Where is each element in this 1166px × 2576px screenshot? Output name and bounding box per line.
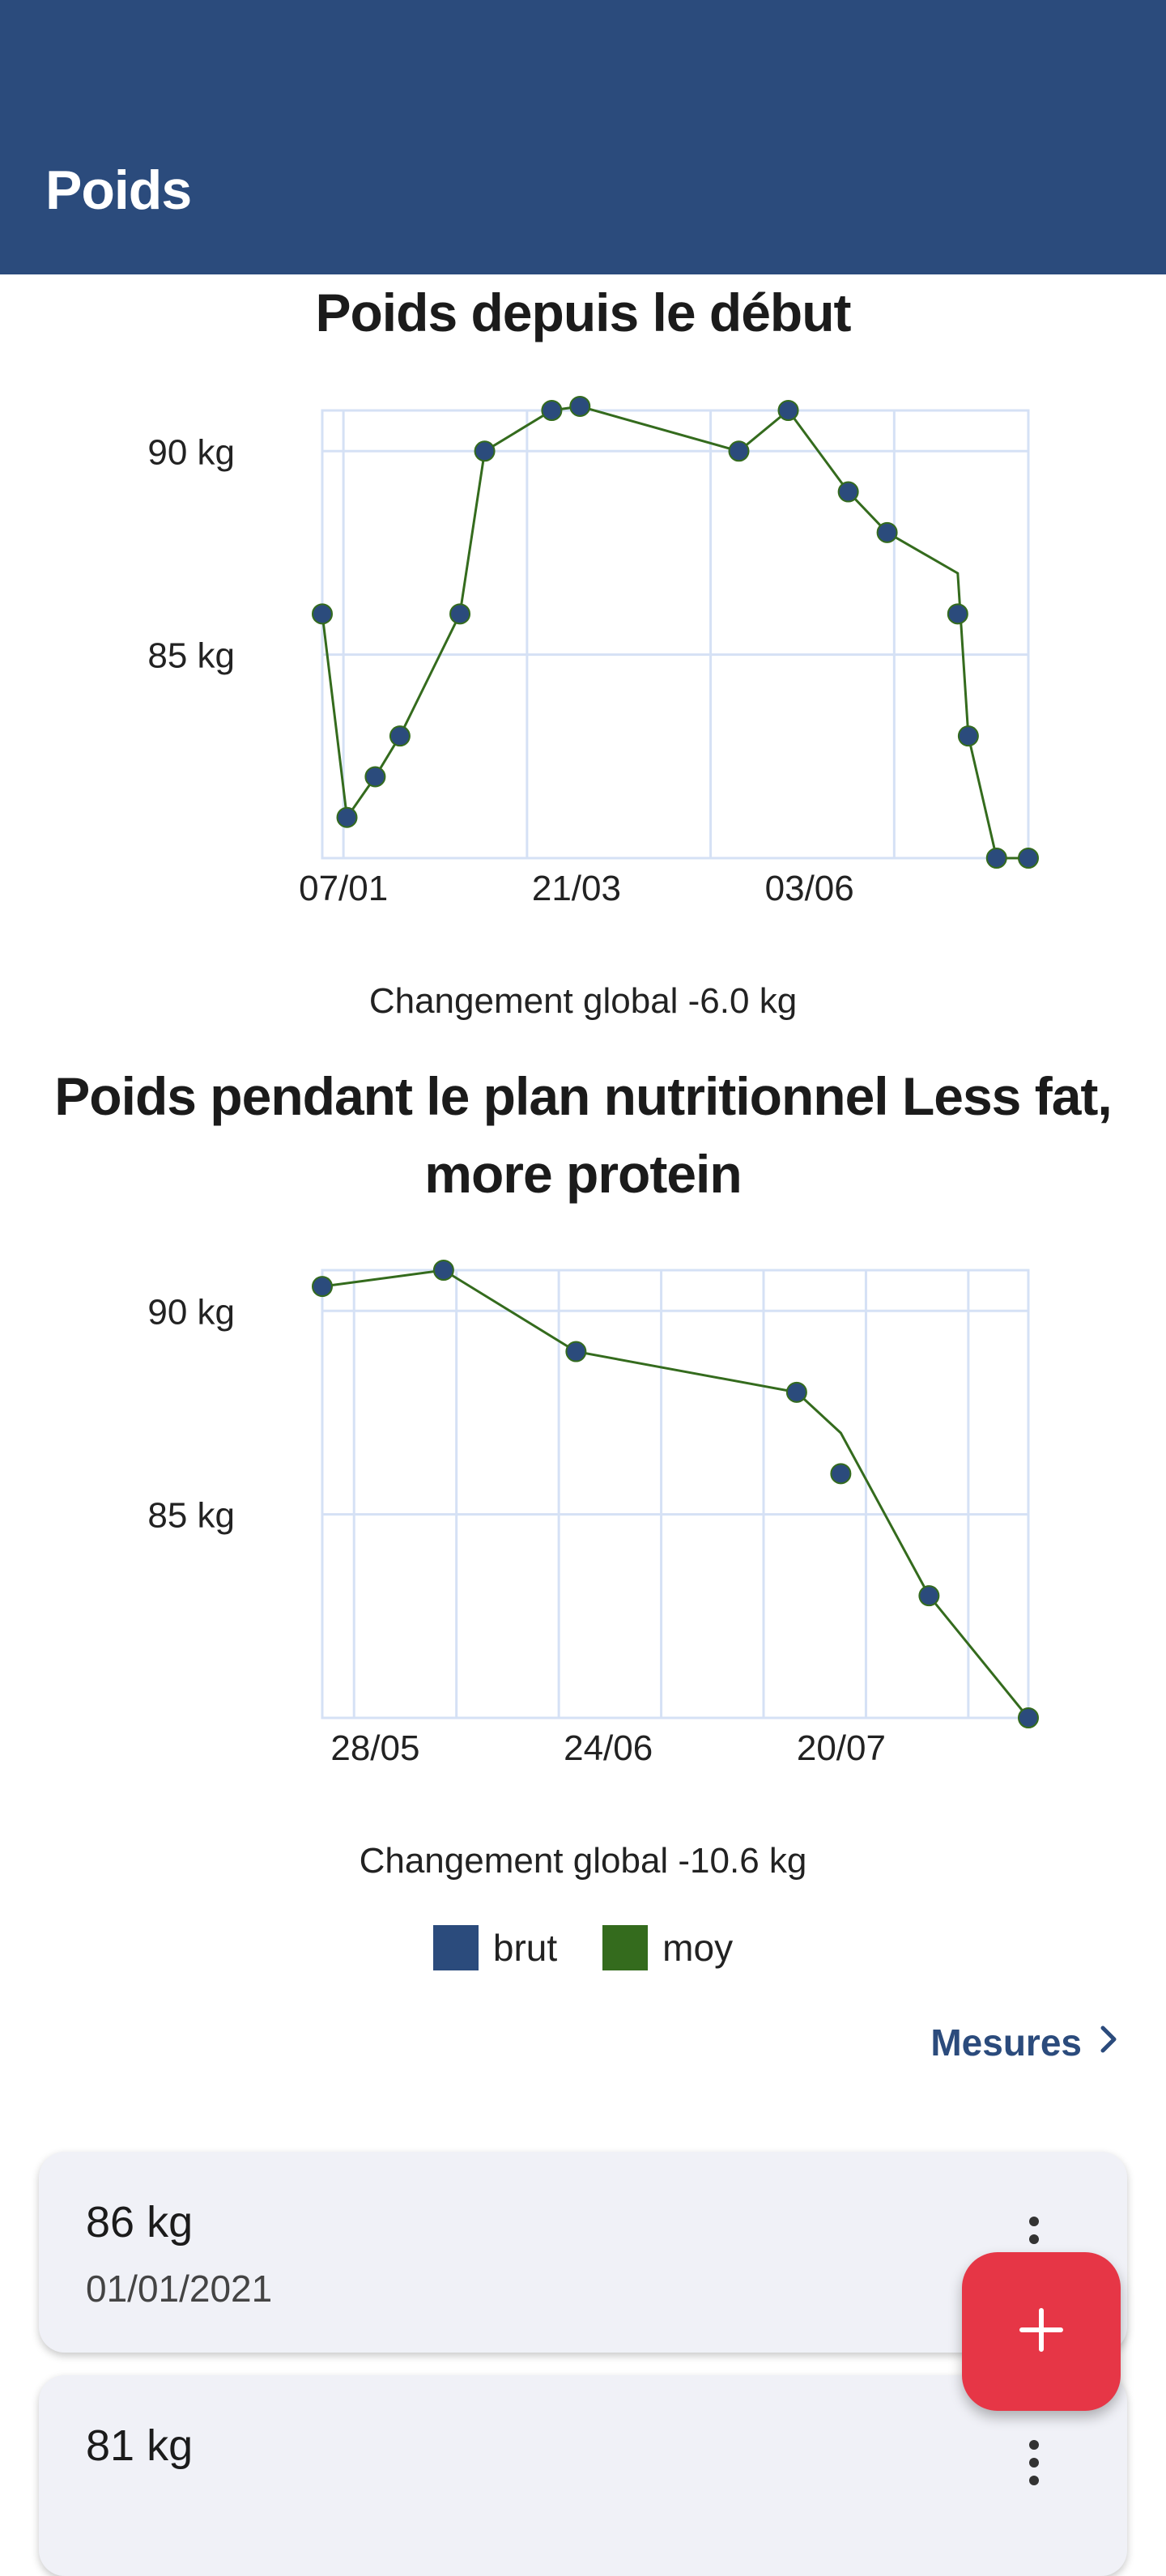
data-point-brut (569, 395, 591, 417)
plot-frame (321, 1269, 1030, 1719)
data-point-brut (432, 1260, 454, 1281)
data-point-brut (364, 766, 386, 788)
plus-icon (1017, 2306, 1066, 2357)
legend-swatch-brut (432, 1925, 479, 1970)
data-point-brut (876, 521, 898, 543)
weight-chart-overall: 90 kg 85 kg 07/01 21/03 03/06 (147, 395, 1039, 908)
plan-change-text: Changement global -10.6 kg (359, 1841, 807, 1881)
page-title: Poids (45, 159, 192, 221)
data-point-brut (565, 1341, 587, 1362)
mesures-link[interactable]: Mesures (930, 2021, 1121, 2064)
weight-entry-card[interactable]: 81 kg (39, 2375, 1127, 2576)
add-weight-button[interactable] (962, 2252, 1121, 2411)
data-point-brut (837, 481, 859, 503)
x-tick-label: 28/05 (330, 1728, 419, 1768)
weight-entry-card[interactable]: 86 kg 01/01/2021 (39, 2152, 1127, 2353)
data-point-brut (1018, 1707, 1039, 1728)
data-point-brut (312, 1276, 333, 1298)
chart-title-plan: Poids pendant le plan nutritionnel Less … (54, 1066, 1112, 1204)
x-tick-label: 03/06 (765, 869, 854, 908)
entry-weight: 86 kg (86, 2198, 194, 2247)
entry-date: 01/01/2021 (86, 2268, 273, 2310)
app-bar: Poids (0, 0, 1166, 274)
y-tick-label: 85 kg (147, 1496, 235, 1536)
data-point-brut (830, 1463, 852, 1485)
data-point-brut (1018, 848, 1039, 869)
data-point-brut (474, 440, 496, 462)
series-line-moy (321, 405, 1028, 860)
weight-chart-plan: 90 kg 85 kg 28/05 24/06 20/07 (147, 1260, 1039, 1768)
data-point-brut (777, 400, 799, 421)
x-tick-label: 20/07 (797, 1728, 886, 1768)
series-line-moy (321, 1269, 1030, 1719)
x-tick-label: 21/03 (532, 869, 621, 908)
data-point-brut (336, 806, 358, 828)
data-point-brut (449, 603, 471, 625)
plot-frame (321, 409, 1030, 860)
y-tick-label: 90 kg (147, 432, 235, 472)
data-point-brut (389, 725, 411, 747)
legend-label-brut: brut (492, 1927, 558, 1969)
data-point-brut (728, 440, 750, 462)
x-tick-label: 24/06 (564, 1728, 653, 1768)
y-tick-label: 90 kg (147, 1292, 235, 1332)
legend-label-moy: moy (662, 1927, 734, 1969)
data-point-brut (541, 400, 563, 421)
chevron-right-icon (1096, 2021, 1121, 2064)
legend-item-moy: moy (602, 1925, 733, 1970)
data-point-brut (985, 848, 1007, 869)
data-point-brut (957, 725, 979, 747)
more-vert-icon[interactable] (1022, 2440, 1046, 2505)
data-point-brut (947, 603, 968, 625)
chart-title-overall: Poids depuis le début (315, 283, 851, 342)
entry-weight: 81 kg (86, 2421, 194, 2470)
mesures-label: Mesures (930, 2021, 1082, 2064)
data-point-brut (918, 1585, 940, 1607)
x-tick-label: 07/01 (299, 869, 388, 908)
y-tick-label: 85 kg (147, 636, 235, 676)
chart-legend: brut moy (0, 1925, 1166, 1970)
data-point-brut (785, 1381, 807, 1403)
legend-item-brut: brut (432, 1925, 558, 1970)
overall-change-text: Changement global -6.0 kg (368, 981, 798, 1021)
data-point-brut (312, 603, 333, 625)
legend-swatch-moy (602, 1925, 649, 1970)
